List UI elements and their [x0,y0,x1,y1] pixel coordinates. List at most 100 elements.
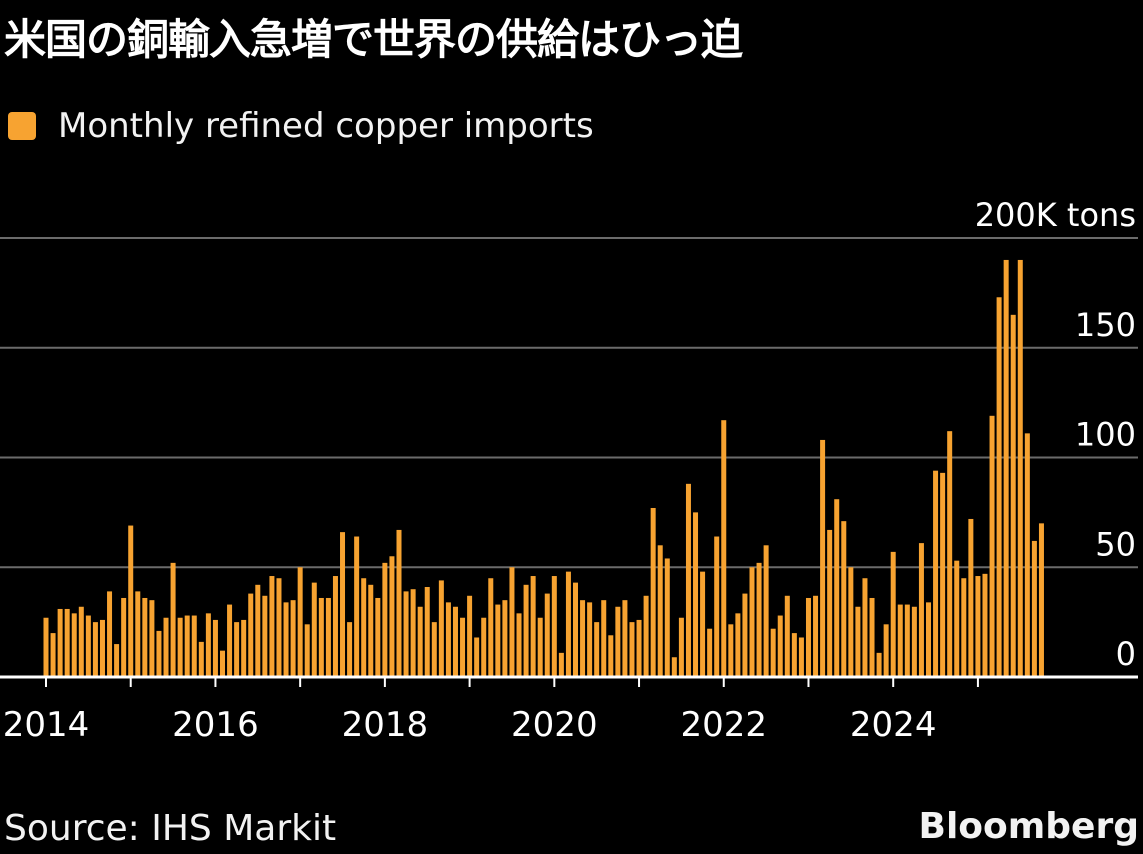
bar [234,622,240,678]
bar [940,472,946,677]
bar [1017,259,1023,677]
bar [685,483,691,677]
bar [763,545,769,677]
bar [495,604,501,677]
bar [954,560,960,677]
bar [354,536,360,677]
bar [481,617,487,677]
bar [862,578,868,677]
bar [558,652,564,677]
y-tick-label: 100 [1075,416,1136,454]
x-tick-labels: 2014 2016 2018 2020 2022 2024 [3,705,937,745]
bar [650,507,656,677]
bar [107,591,113,677]
bar [474,637,480,677]
bar [509,567,515,677]
bar [587,602,593,677]
bar [841,521,847,677]
bar [926,602,931,677]
bar [121,597,127,677]
bar [516,613,522,677]
bar [276,578,282,677]
bar [594,622,600,678]
bars [43,259,1044,678]
bar [961,578,967,677]
brand-logo: Bloomberg [918,806,1139,847]
y-tick-label: 50 [1095,525,1136,563]
bar [918,543,924,677]
bar [488,578,494,677]
bar [170,562,176,677]
legend-swatch [8,112,36,140]
bar [869,597,875,677]
bar [460,617,466,677]
bar [749,567,755,677]
bar [636,619,642,677]
bar [643,595,649,677]
x-tick-label: 2024 [850,705,937,745]
bar [876,652,882,677]
bar [573,582,578,677]
bar [396,529,402,677]
bar [728,624,734,677]
bar [883,624,889,677]
bar [1024,433,1030,677]
bar [904,604,910,677]
bar [389,556,395,677]
bar [933,470,939,677]
bar [982,573,988,677]
chart-title: 米国の銅輸入急増で世界の供給はひっ迫 [4,15,743,64]
x-tick-label: 2014 [3,705,90,745]
bar [1003,259,1009,677]
bar [530,576,536,677]
bar [71,613,77,677]
bar [262,595,268,677]
bar [827,529,833,677]
bar [537,617,543,677]
y-tick-label: 0 [1116,635,1136,673]
bar [693,512,699,678]
y-tick-label: 150 [1075,306,1136,344]
x-tick-label: 2022 [680,705,767,745]
bar [756,562,762,677]
bar [968,518,974,677]
bar [382,562,388,677]
bar [332,576,338,677]
bar [205,613,211,677]
bar [347,622,353,678]
bar [325,597,331,677]
bar [622,600,628,677]
bar [805,597,811,677]
bar [156,630,162,677]
bar [996,297,1002,677]
bar [834,499,840,677]
x-tick-label: 2018 [342,705,429,745]
bar [700,571,706,677]
bar [551,576,557,677]
bar [340,532,346,677]
bar [177,617,183,677]
bar [678,617,684,677]
legend-label: Monthly refined copper imports [58,106,594,146]
bar [149,600,155,677]
bar [523,584,529,677]
bar [890,551,896,677]
bar [897,604,903,677]
bar [608,635,614,677]
bar [368,584,374,677]
bar [184,615,190,677]
bar [615,606,621,677]
y-tick-label: 200K tons [975,196,1136,234]
bar [721,420,727,677]
bar [248,593,254,677]
bar [304,624,310,677]
bar [99,619,105,677]
bar [403,591,409,677]
bar [664,558,670,677]
bar [43,617,49,677]
bar [438,580,444,677]
bar [64,608,70,677]
bar [601,600,607,677]
bar [241,619,247,677]
bar [92,622,98,678]
